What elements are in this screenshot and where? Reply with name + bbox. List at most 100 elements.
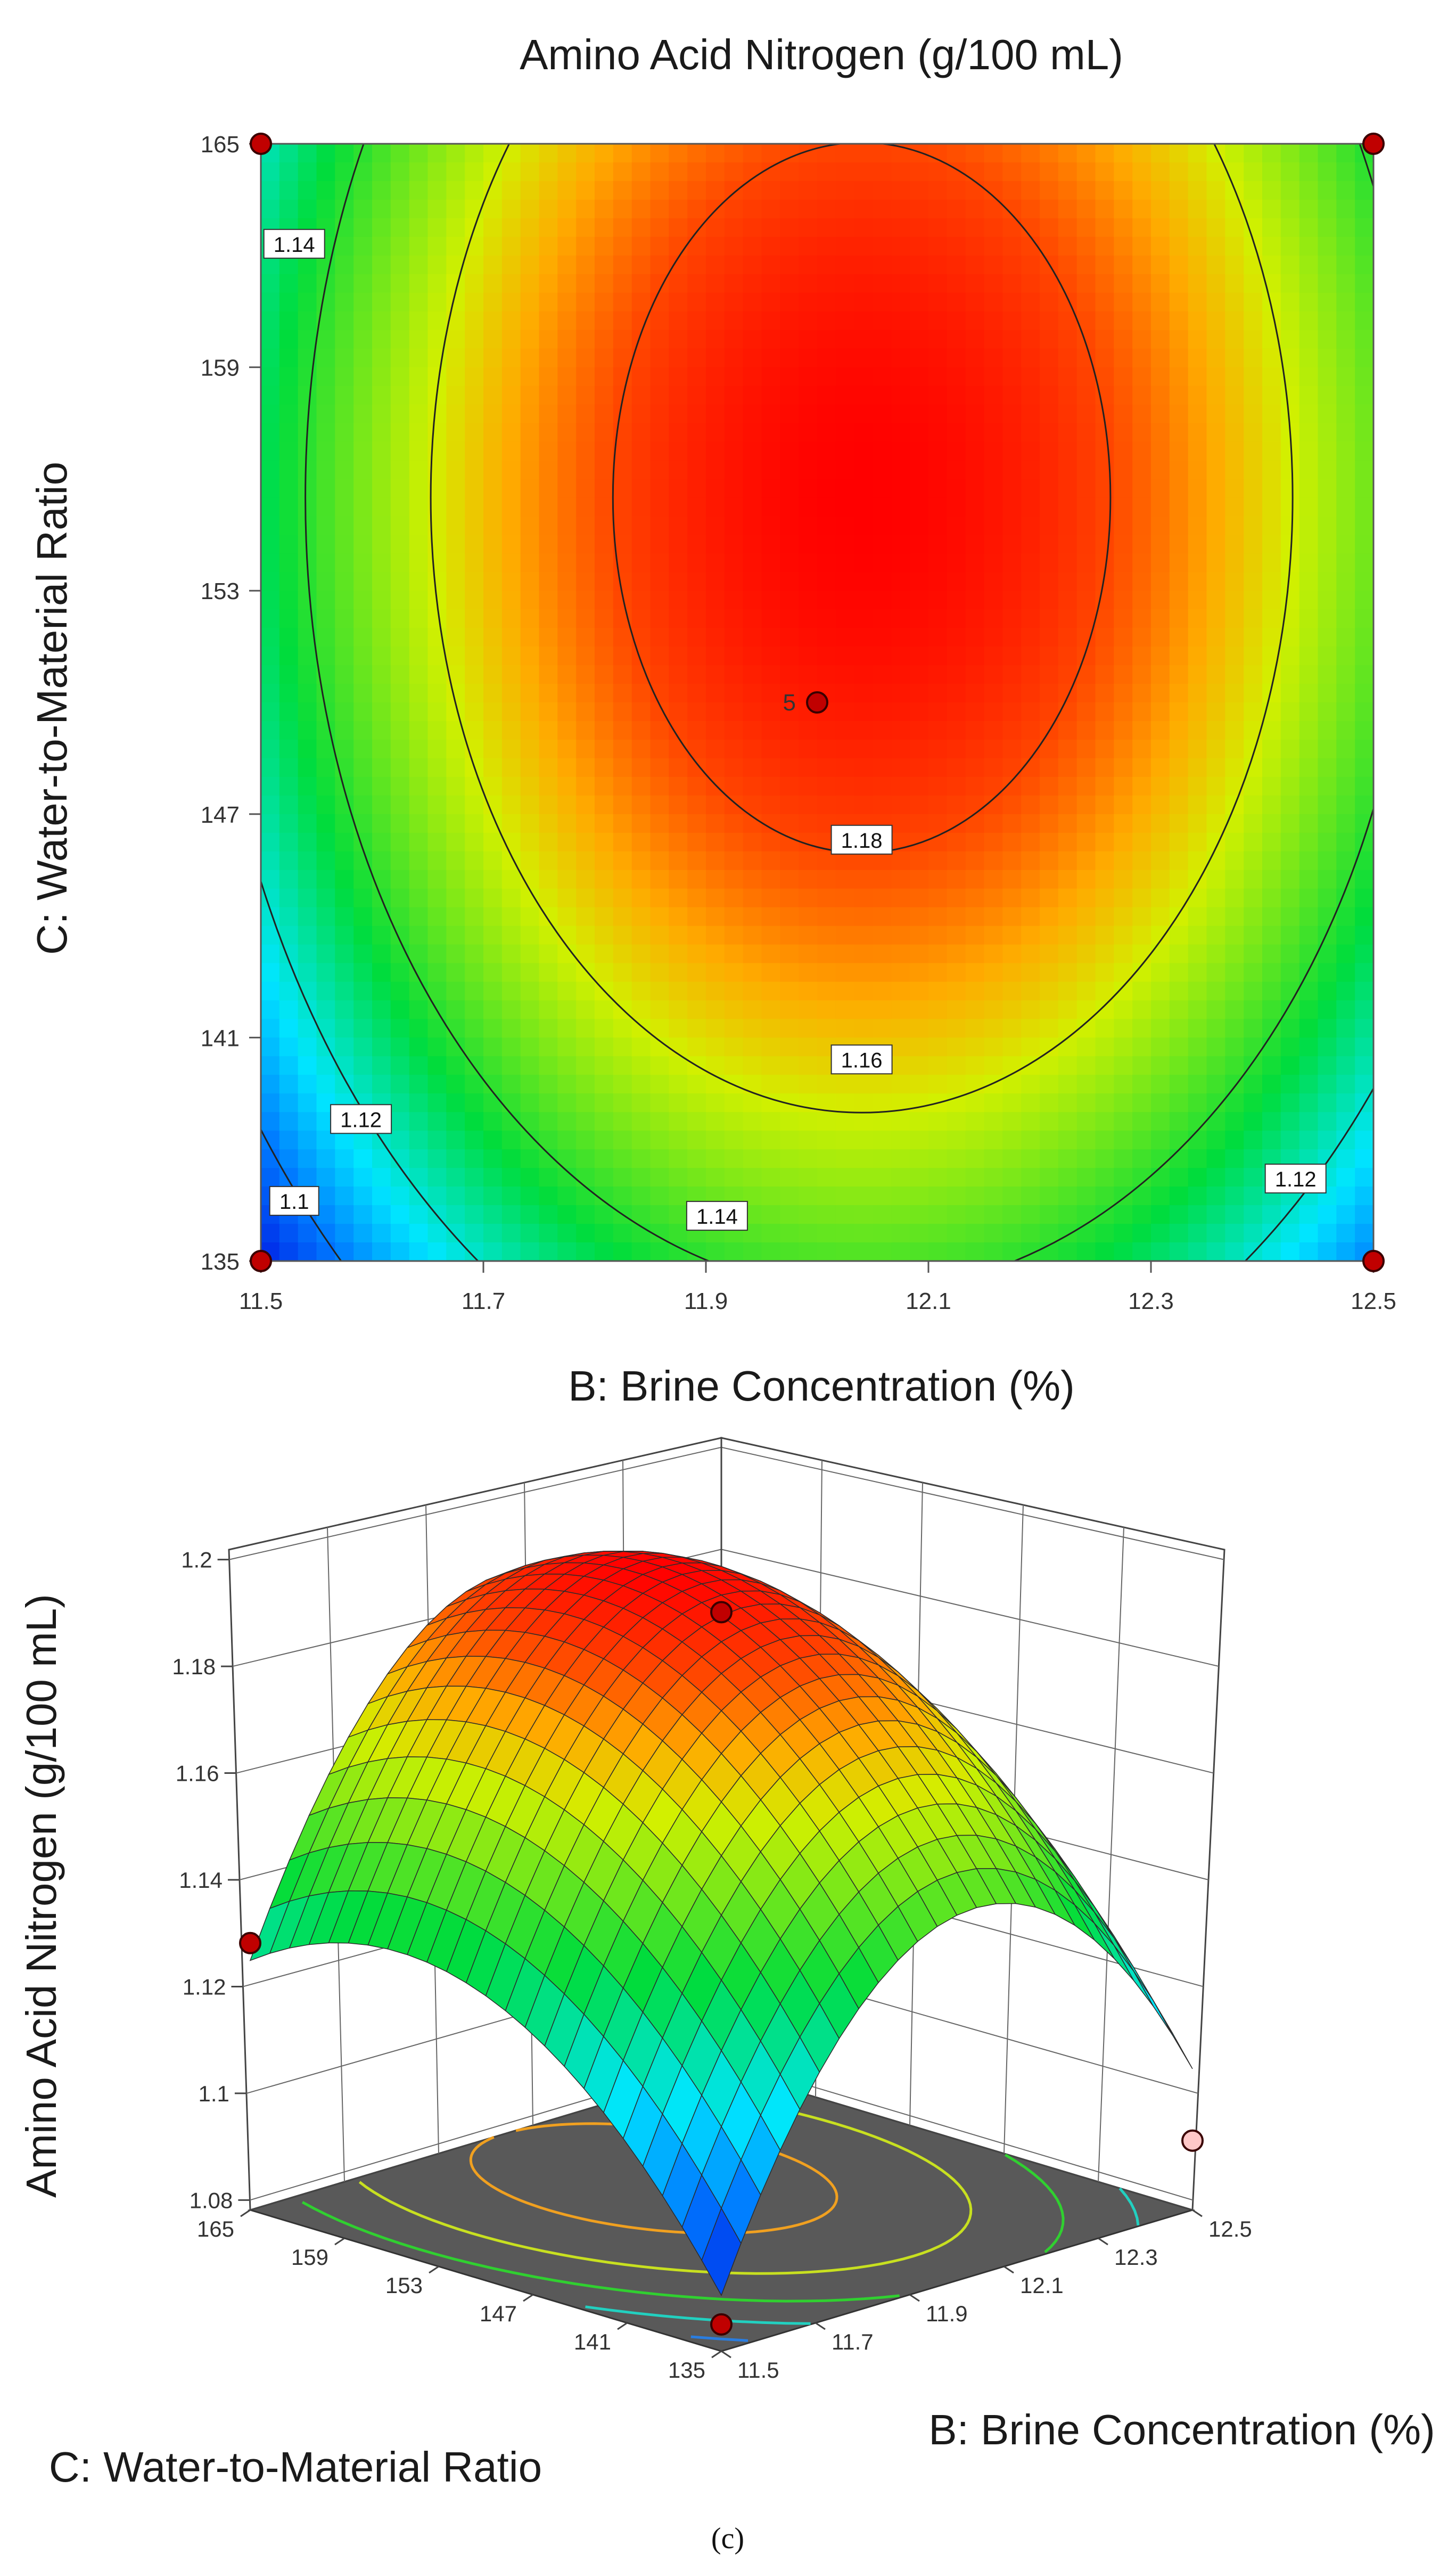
- contour-fill-cell: [1299, 1112, 1319, 1132]
- contour-fill-cell: [483, 1205, 503, 1225]
- surface-design-point: [239, 1931, 261, 1954]
- contour-fill-cell: [1058, 1205, 1077, 1225]
- contour-fill-cell: [984, 292, 1003, 312]
- z-tick-label: 1.18: [172, 1654, 216, 1679]
- contour-fill-cell: [928, 981, 948, 1001]
- contour-fill-cell: [1095, 1131, 1115, 1150]
- contour-fill-cell: [817, 423, 836, 443]
- x3-tick-label: 12.1: [1020, 2273, 1064, 2298]
- contour-fill-cell: [279, 776, 299, 796]
- contour-fill-cell: [780, 516, 800, 536]
- contour-fill-cell: [1188, 1000, 1207, 1020]
- surface-x-label: B: Brine Concentration (%): [928, 2406, 1435, 2453]
- contour-fill-cell: [873, 776, 892, 796]
- contour-fill-cell: [984, 758, 1003, 777]
- contour-fill-cell: [1021, 423, 1040, 443]
- contour-fill-cell: [1169, 832, 1189, 852]
- contour-fill-cell: [817, 218, 836, 238]
- contour-fill-cell: [446, 591, 466, 610]
- contour-fill-cell: [427, 628, 447, 648]
- contour-fill-cell: [1225, 776, 1245, 796]
- contour-fill-cell: [724, 739, 744, 759]
- contour-fill-cell: [1188, 1056, 1207, 1076]
- contour-fill-cell: [557, 460, 577, 480]
- contour-fill-cell: [1188, 591, 1207, 610]
- contour-fill-cell: [1336, 144, 1356, 163]
- contour-fill-cell: [1225, 236, 1245, 256]
- contour-fill-cell: [298, 888, 317, 908]
- contour-fill-cell: [390, 1242, 410, 1261]
- contour-fill-cell: [576, 553, 595, 573]
- contour-fill-cell: [1058, 1019, 1077, 1038]
- contour-fill-cell: [965, 907, 985, 927]
- contour-fill-cell: [706, 1075, 725, 1094]
- contour-fill-cell: [928, 1149, 948, 1169]
- contour-fill-cell: [650, 851, 670, 871]
- contour-fill-cell: [1002, 441, 1022, 461]
- contour-fill-cell: [724, 1037, 744, 1057]
- contour-fill-cell: [835, 1224, 855, 1243]
- contour-fill-cell: [1095, 311, 1115, 331]
- contour-fill-cell: [1225, 218, 1245, 238]
- contour-fill-cell: [669, 292, 688, 312]
- contour-fill-cell: [1299, 665, 1319, 685]
- contour-fill-cell: [854, 795, 874, 815]
- contour-fill-cell: [335, 367, 355, 387]
- contour-fill-cell: [965, 162, 985, 182]
- contour-fill-cell: [446, 199, 466, 219]
- contour-fill-cell: [780, 1224, 800, 1243]
- contour-fill-cell: [1299, 386, 1319, 405]
- contour-fill-cell: [965, 1149, 985, 1169]
- contour-fill-cell: [1114, 348, 1133, 368]
- contour-fill-cell: [1151, 1149, 1170, 1169]
- contour-fill-cell: [279, 1224, 299, 1243]
- contour-fill-cell: [427, 1056, 447, 1076]
- contour-fill-cell: [1002, 1168, 1022, 1188]
- contour-fill-cell: [316, 758, 336, 777]
- contour-fill-cell: [335, 497, 355, 517]
- contour-fill-cell: [279, 535, 299, 554]
- contour-fill-cell: [372, 441, 391, 461]
- contour-fill-cell: [539, 851, 558, 871]
- contour-fill-cell: [1114, 311, 1133, 331]
- contour-fill-cell: [928, 218, 948, 238]
- contour-fill-cell: [1225, 851, 1245, 871]
- contour-fill-cell: [1299, 181, 1319, 200]
- contour-fill-cell: [1114, 572, 1133, 592]
- contour-fill-cell: [854, 1112, 874, 1132]
- contour-fill-cell: [1299, 1019, 1319, 1038]
- contour-fill-cell: [261, 721, 280, 740]
- contour-fill-cell: [743, 888, 762, 908]
- contour-fill-cell: [1225, 944, 1245, 964]
- contour-fill-cell: [595, 218, 614, 238]
- x3-tick-mark: [721, 2350, 731, 2359]
- contour-fill-cell: [780, 236, 800, 256]
- contour-fill-cell: [947, 497, 966, 517]
- contour-fill-cell: [595, 572, 614, 592]
- contour-fill-cell: [965, 981, 985, 1001]
- contour-fill-cell: [910, 330, 929, 349]
- contour-fill-cell: [1132, 1075, 1151, 1094]
- contour-fill-cell: [1169, 367, 1189, 387]
- contour-fill-cell: [1280, 888, 1300, 908]
- contour-fill-cell: [520, 441, 540, 461]
- contour-fill-cell: [1299, 926, 1319, 945]
- contour-fill-cell: [613, 963, 632, 983]
- contour-fill-cell: [873, 721, 892, 740]
- contour-fill-cell: [835, 591, 855, 610]
- contour-fill-cell: [1095, 665, 1115, 685]
- contour-fill-cell: [1058, 721, 1077, 740]
- contour-fill-cell: [835, 1019, 855, 1038]
- contour-fill-cell: [335, 516, 355, 536]
- contour-fill-cell: [799, 311, 818, 331]
- contour-fill-cell: [1188, 739, 1207, 759]
- contour-fill-cell: [631, 1149, 651, 1169]
- contour-fill-cell: [799, 944, 818, 964]
- contour-fill-cell: [595, 739, 614, 759]
- contour-fill-cell: [984, 944, 1003, 964]
- contour-fill-cell: [984, 1186, 1003, 1206]
- contour-fill-cell: [1355, 758, 1373, 777]
- contour-fill-cell: [539, 591, 558, 610]
- contour-fill-cell: [390, 1093, 410, 1113]
- contour-fill-cell: [1225, 1093, 1245, 1113]
